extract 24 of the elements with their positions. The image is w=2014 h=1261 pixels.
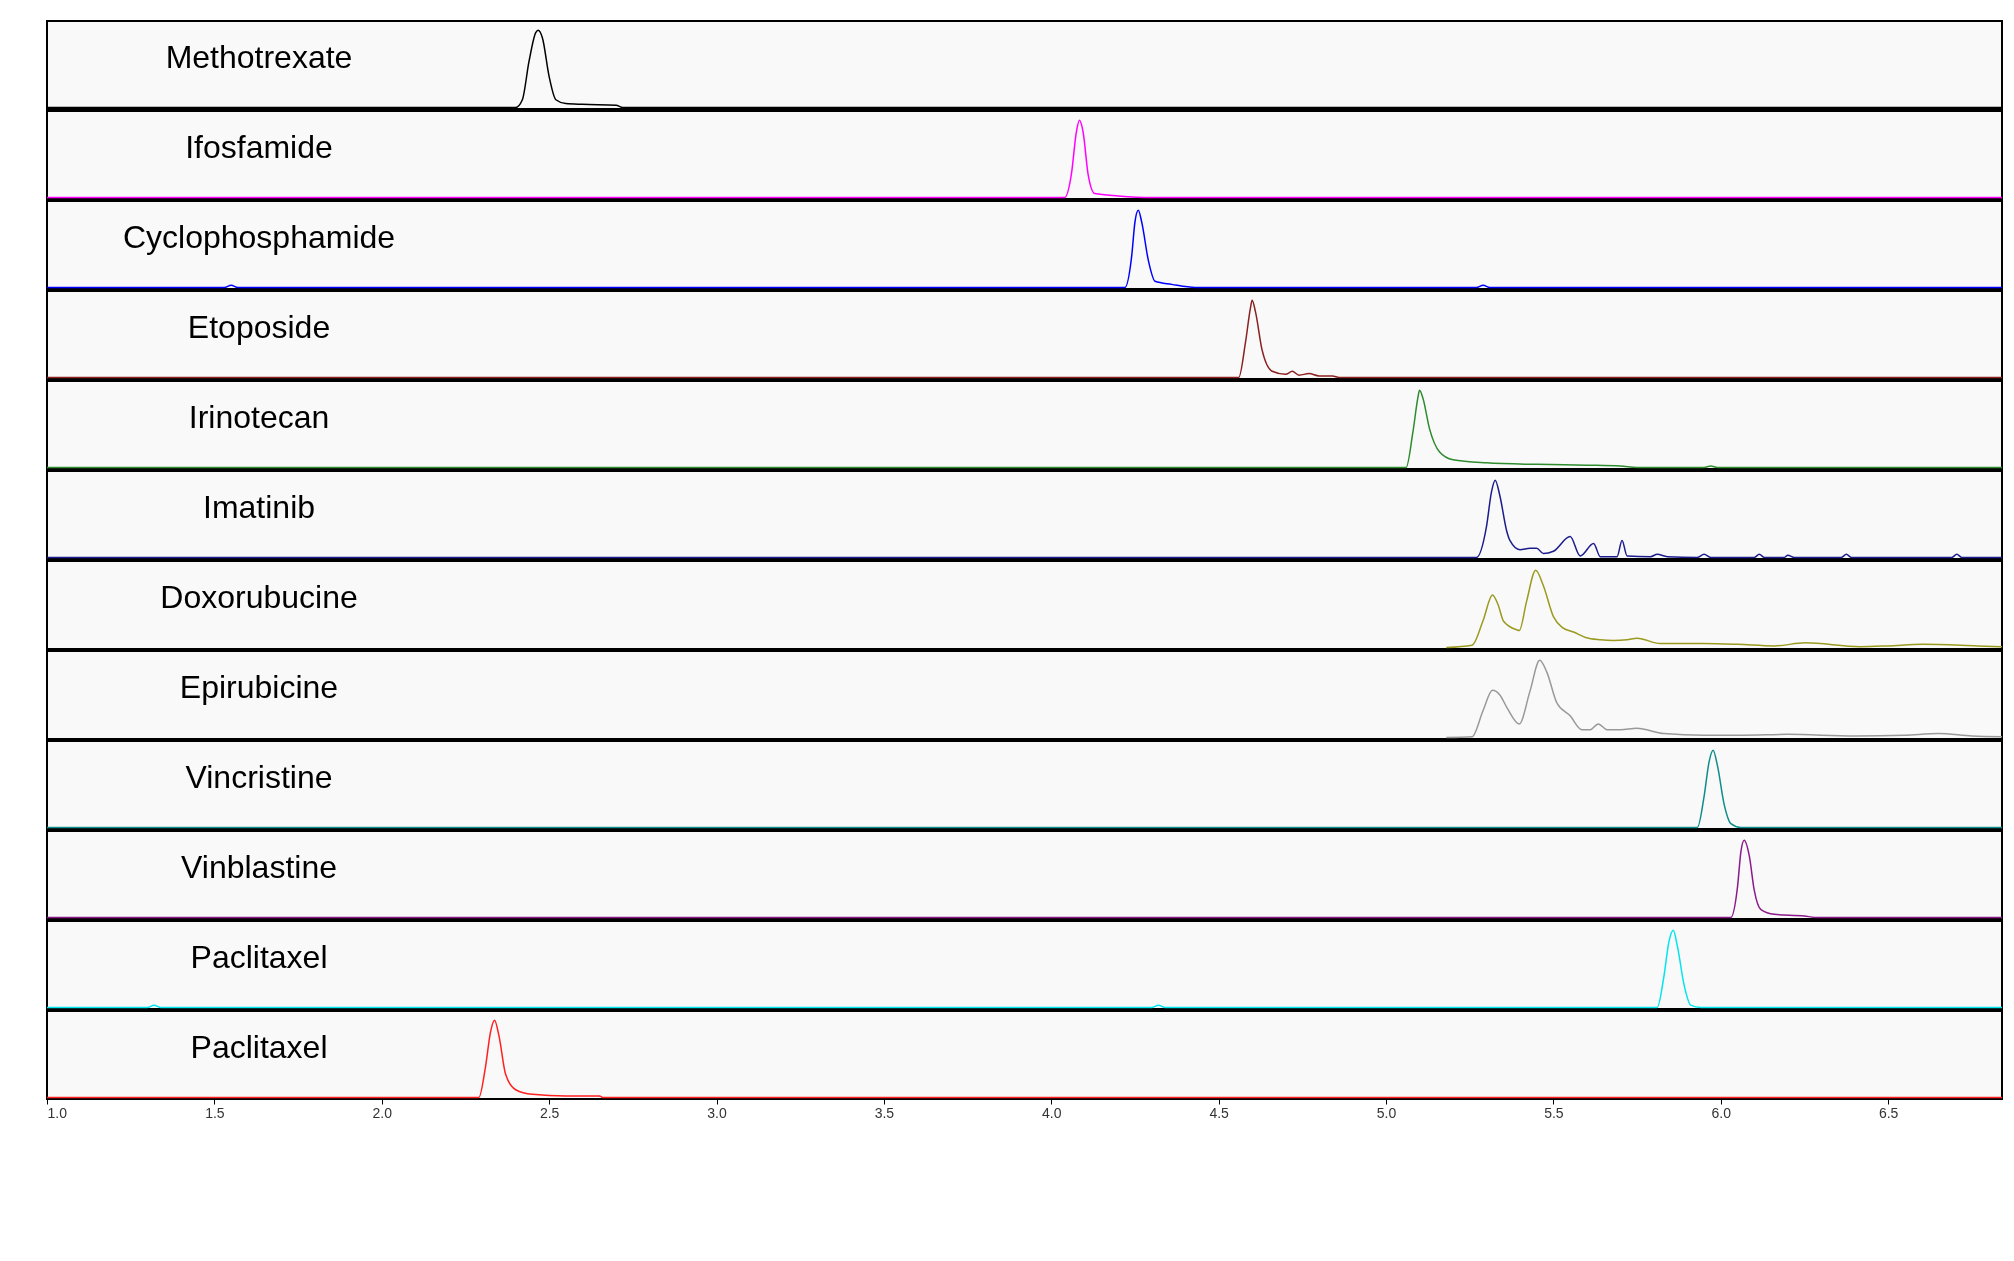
series-label: Etoposide bbox=[187, 308, 331, 345]
text: Doxorubucine bbox=[160, 578, 358, 615]
series-label: Paclitaxel bbox=[190, 938, 328, 975]
series-label: Cyclophosphamide bbox=[122, 218, 396, 255]
series-label: Ifosfamide bbox=[185, 128, 333, 165]
x-tick-label: 2.5 bbox=[539, 1104, 560, 1121]
x-tick-label: 5.5 bbox=[1544, 1104, 1564, 1121]
x-tick-label: 3.5 bbox=[874, 1104, 895, 1121]
x-tick-label: 4.0 bbox=[1042, 1104, 1062, 1121]
x-tick-label: 6.0 bbox=[1711, 1104, 1732, 1121]
series-label: Paclitaxel bbox=[190, 1028, 328, 1065]
text: Epirubicine bbox=[179, 668, 339, 705]
series-label: Vincristine bbox=[185, 758, 333, 795]
series-label: Methotrexate bbox=[165, 38, 353, 75]
x-tick-label: 2.0 bbox=[372, 1104, 393, 1121]
x-tick-label: 4.5 bbox=[1209, 1104, 1230, 1121]
series-label: Vinblastine bbox=[181, 848, 337, 885]
x-tick-label: 3.0 bbox=[707, 1104, 727, 1121]
series-label: Irinotecan bbox=[188, 398, 330, 435]
series-label: Imatinib bbox=[202, 488, 316, 525]
x-tick-label: 6.5 bbox=[1878, 1104, 1899, 1121]
x-tick-label: 1.5 bbox=[205, 1104, 225, 1121]
x-tick-label: 1.0 bbox=[47, 1104, 68, 1121]
x-tick-label: 5.0 bbox=[1376, 1104, 1397, 1121]
